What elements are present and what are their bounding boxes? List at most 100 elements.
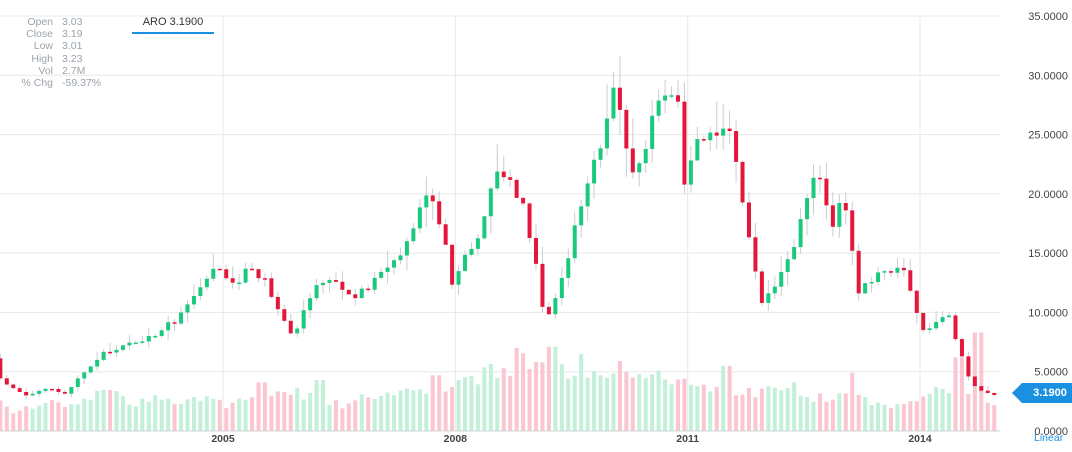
candle-body[interactable] [0,358,3,379]
candle-body[interactable] [269,278,274,297]
candle-body[interactable] [856,250,861,294]
candle-body[interactable] [417,207,422,229]
candle-body[interactable] [888,271,893,273]
candle-body[interactable] [327,280,332,283]
candle-body[interactable] [463,254,468,272]
candle-body[interactable] [37,390,42,394]
candle-body[interactable] [721,128,726,136]
candle-body[interactable] [108,351,113,354]
candle-body[interactable] [398,255,403,261]
candle-body[interactable] [166,322,171,331]
candle-body[interactable] [482,216,487,239]
candle-body[interactable] [934,321,939,329]
candle-body[interactable] [947,315,952,318]
candle-body[interactable] [514,179,519,198]
candle-body[interactable] [753,237,758,272]
candle-body[interactable] [237,282,242,285]
candle-body[interactable] [792,247,797,260]
candle-body[interactable] [204,278,209,288]
candle-body[interactable] [372,277,377,290]
candle-body[interactable] [211,268,216,279]
candle-body[interactable] [404,241,409,256]
candle-body[interactable] [972,376,977,387]
candle-body[interactable] [346,289,351,295]
candle-body[interactable] [624,109,629,149]
candle-body[interactable] [95,359,100,367]
candle-body[interactable] [669,95,674,97]
candle-body[interactable] [901,267,906,271]
candle-body[interactable] [56,388,61,392]
candle-body[interactable] [630,148,635,173]
candle-body[interactable] [49,388,54,391]
candle-body[interactable] [979,386,984,391]
candle-body[interactable] [708,132,713,141]
candle-body[interactable] [140,341,145,343]
candle-body[interactable] [288,320,293,334]
candle-body[interactable] [243,268,248,283]
candle-body[interactable] [4,378,9,385]
candle-body[interactable] [617,87,622,110]
candle-body[interactable] [592,159,597,184]
candle-body[interactable] [714,132,719,136]
candle-body[interactable] [882,271,887,273]
candle-body[interactable] [101,351,106,360]
candle-body[interactable] [992,392,997,396]
candle-body[interactable] [863,283,868,294]
candle-body[interactable] [746,202,751,238]
candle-body[interactable] [701,139,706,141]
candle-body[interactable] [785,259,790,273]
candle-body[interactable] [772,286,777,294]
candle-body[interactable] [133,342,138,345]
candle-body[interactable] [146,336,151,342]
candle-body[interactable] [643,148,648,164]
scale-mode-toggle[interactable]: Linear [1034,432,1064,444]
candle-body[interactable] [308,298,313,311]
candle-body[interactable] [314,285,319,299]
candle-body[interactable] [475,238,480,249]
candle-body[interactable] [637,163,642,173]
candle-body[interactable] [682,101,687,185]
candle-body[interactable] [159,330,164,336]
candle-body[interactable] [695,139,700,161]
candle-body[interactable] [224,269,229,279]
candle-body[interactable] [495,171,500,189]
candle-body[interactable] [353,294,358,299]
candle-body[interactable] [534,237,539,264]
candle-body[interactable] [359,288,364,299]
candle-body[interactable] [43,388,48,391]
candle-body[interactable] [553,298,558,315]
candle-body[interactable] [443,224,448,245]
candle-body[interactable] [824,178,829,206]
candle-body[interactable] [805,198,810,220]
candle-body[interactable] [256,269,261,279]
candle-body[interactable] [876,272,881,282]
candle-body[interactable] [527,203,532,238]
candle-body[interactable] [411,228,416,242]
candle-body[interactable] [333,280,338,282]
candle-body[interactable] [656,100,661,116]
candle-body[interactable] [185,304,190,313]
candle-body[interactable] [675,95,680,102]
candle-body[interactable] [521,197,526,204]
candle-body[interactable] [540,263,545,307]
candle-body[interactable] [953,315,958,340]
candle-body[interactable] [282,309,287,321]
candle-body[interactable] [908,270,913,291]
candle-body[interactable] [321,282,326,286]
candle-body[interactable] [830,205,835,227]
candle-body[interactable] [985,390,990,393]
candle-body[interactable] [88,366,93,373]
candle-body[interactable] [959,339,964,357]
candle-body[interactable] [424,195,429,208]
candle-body[interactable] [766,293,771,303]
candle-body[interactable] [82,372,87,379]
ticker-tab[interactable]: ARO 3.1900 [132,12,214,34]
candle-body[interactable] [611,87,616,119]
candle-body[interactable] [250,268,255,271]
candle-body[interactable] [663,95,668,101]
candle-body[interactable] [301,310,306,329]
candle-body[interactable] [798,219,803,248]
candle-body[interactable] [198,287,203,296]
